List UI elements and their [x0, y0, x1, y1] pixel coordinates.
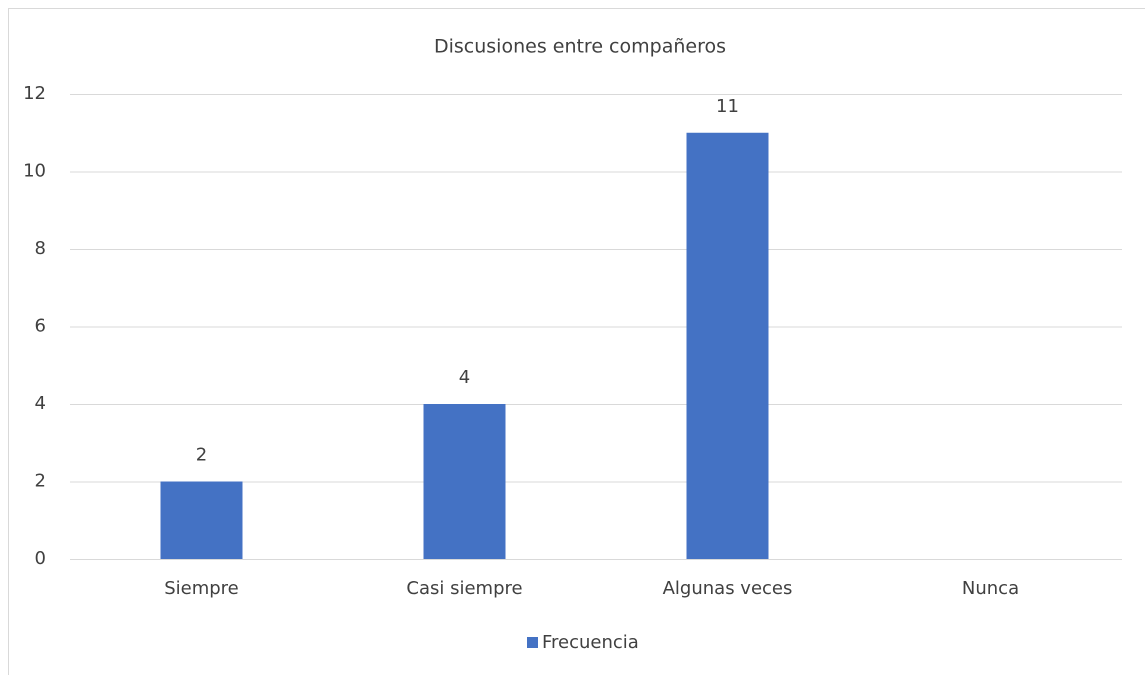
data-label: 4 [459, 367, 470, 388]
x-tick-label: Siempre [164, 578, 239, 599]
y-tick-label: 2 [35, 471, 46, 492]
legend-label: Frecuencia [542, 632, 639, 653]
data-label: 11 [716, 96, 739, 117]
chart-border [8, 8, 1145, 675]
x-tick-label: Algunas veces [663, 578, 793, 599]
y-tick-label: 4 [35, 393, 46, 414]
y-tick-label: 0 [35, 548, 46, 569]
y-tick-label: 6 [35, 316, 46, 337]
legend-swatch [527, 637, 538, 648]
y-tick-label: 8 [35, 238, 46, 259]
bar [423, 404, 506, 559]
x-tick-label: Casi siempre [406, 578, 522, 599]
y-tick-label: 12 [23, 83, 46, 104]
x-tick-label: Nunca [962, 578, 1019, 599]
chart-title: Discusiones entre compañeros [434, 36, 726, 58]
data-label: 2 [196, 445, 207, 466]
bar [160, 481, 243, 559]
bar [686, 132, 769, 559]
y-tick-label: 10 [23, 161, 46, 182]
